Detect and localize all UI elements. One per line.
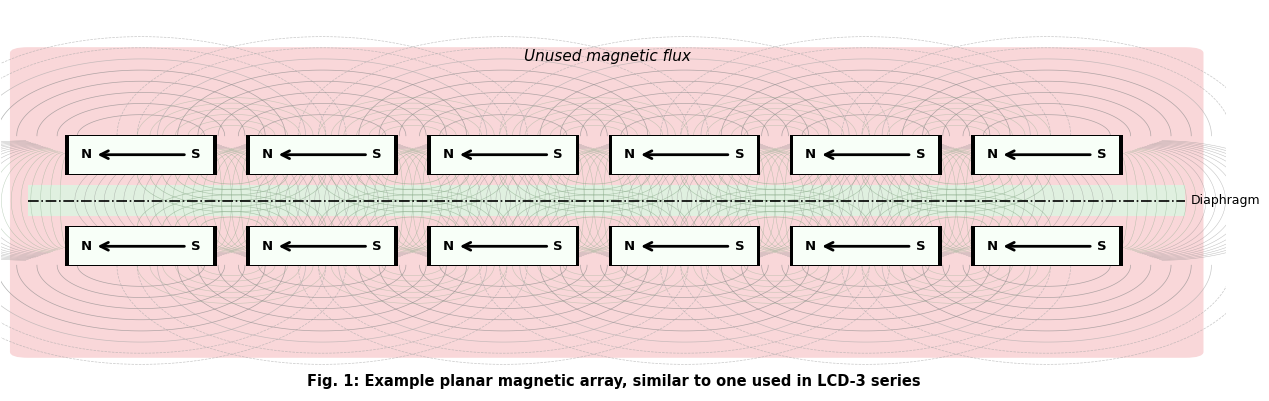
Bar [789, 226, 942, 266]
Text: S: S [916, 240, 925, 253]
Bar [789, 135, 942, 175]
Bar [250, 136, 395, 174]
Bar [428, 135, 579, 175]
Text: S: S [735, 240, 744, 253]
Text: N: N [443, 148, 454, 161]
Text: S: S [735, 148, 744, 161]
Text: N: N [624, 240, 634, 253]
Text: S: S [192, 148, 201, 161]
Text: N: N [986, 148, 997, 161]
Bar [612, 227, 756, 265]
Text: N: N [805, 148, 816, 161]
Text: S: S [1096, 148, 1107, 161]
Text: N: N [80, 148, 91, 161]
Bar [246, 226, 398, 266]
Text: Fig. 1: Example planar magnetic array, similar to one used in LCD-3 series: Fig. 1: Example planar magnetic array, s… [307, 374, 920, 389]
Bar [971, 226, 1123, 266]
Text: S: S [553, 240, 563, 253]
Bar [793, 136, 938, 174]
Bar [612, 136, 756, 174]
Text: Diaphragm: Diaphragm [1192, 194, 1261, 207]
Text: Unused magnetic flux: Unused magnetic flux [524, 49, 690, 64]
Text: N: N [986, 240, 997, 253]
Text: S: S [192, 240, 201, 253]
Text: S: S [1096, 240, 1107, 253]
Bar [69, 136, 213, 174]
Bar [250, 227, 395, 265]
Text: S: S [372, 240, 382, 253]
Text: N: N [624, 148, 634, 161]
Text: N: N [805, 240, 816, 253]
Bar [69, 227, 213, 265]
Text: N: N [443, 240, 454, 253]
Bar [431, 136, 576, 174]
Bar [975, 227, 1119, 265]
Bar [65, 135, 217, 175]
Bar [609, 135, 760, 175]
Bar [609, 226, 760, 266]
Text: S: S [916, 148, 925, 161]
Bar [975, 136, 1119, 174]
Bar [971, 135, 1123, 175]
Bar [28, 184, 1185, 217]
Bar [793, 227, 938, 265]
Text: S: S [553, 148, 563, 161]
Bar [431, 227, 576, 265]
Bar [246, 135, 398, 175]
Text: N: N [80, 240, 91, 253]
Text: N: N [261, 148, 273, 161]
Text: S: S [372, 148, 382, 161]
Bar [65, 226, 217, 266]
Bar [428, 226, 579, 266]
Text: N: N [261, 240, 273, 253]
FancyBboxPatch shape [10, 47, 1203, 358]
